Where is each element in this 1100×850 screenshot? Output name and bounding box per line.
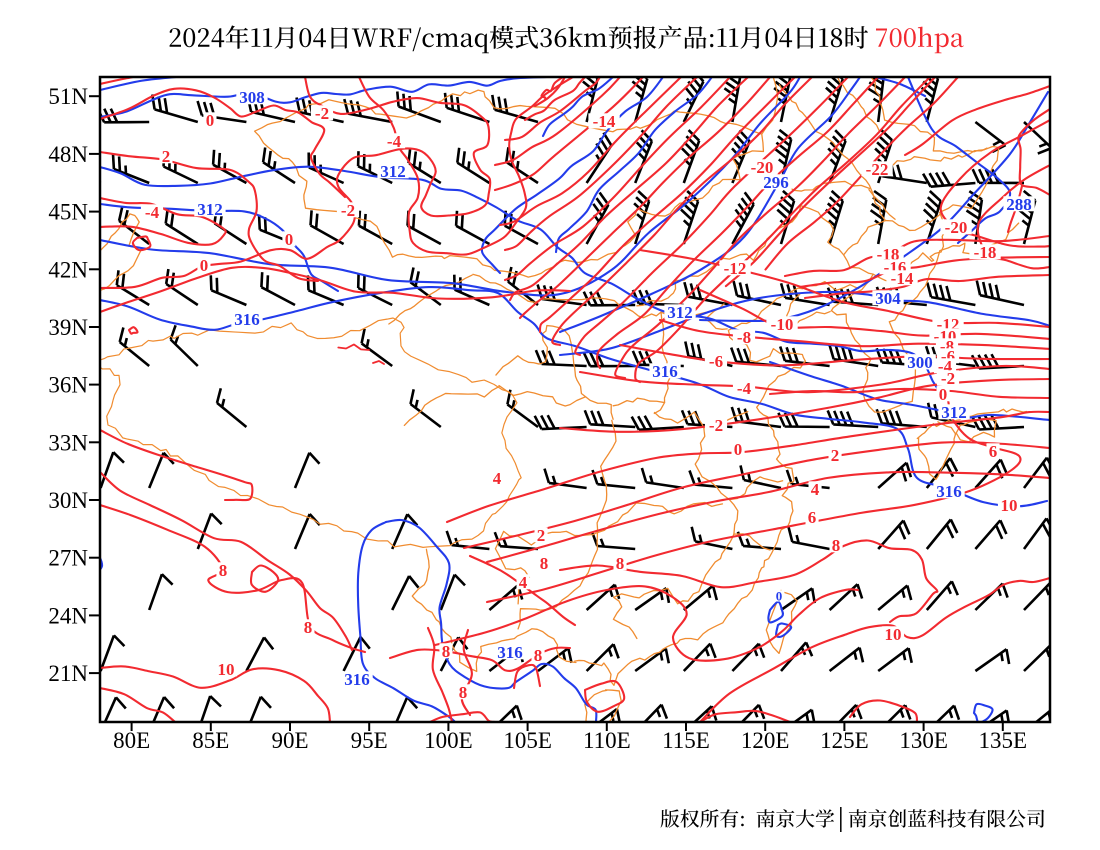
svg-text:85E: 85E	[192, 728, 229, 753]
svg-text:4: 4	[493, 469, 502, 488]
svg-text:120E: 120E	[741, 728, 790, 753]
svg-text:-20: -20	[945, 218, 968, 237]
svg-text:-2: -2	[315, 104, 329, 123]
svg-text:-18: -18	[974, 243, 997, 262]
svg-text:27N: 27N	[48, 546, 88, 571]
svg-text:316: 316	[497, 643, 523, 662]
svg-text:24N: 24N	[48, 603, 88, 628]
svg-text:-4: -4	[387, 132, 402, 151]
svg-text:8: 8	[442, 642, 451, 661]
svg-text:39N: 39N	[48, 315, 88, 340]
svg-text:4: 4	[519, 573, 528, 592]
svg-text:8: 8	[219, 561, 228, 580]
svg-text:0: 0	[776, 588, 783, 603]
svg-text:-10: -10	[771, 315, 794, 334]
svg-text:316: 316	[344, 670, 370, 689]
svg-text:300: 300	[907, 353, 933, 372]
svg-text:-14: -14	[891, 269, 914, 288]
svg-text:-12: -12	[724, 259, 747, 278]
svg-text:4: 4	[811, 480, 820, 499]
svg-text:125E: 125E	[820, 728, 869, 753]
svg-text:316: 316	[936, 482, 962, 501]
svg-text:0: 0	[206, 111, 215, 130]
svg-text:-22: -22	[866, 160, 889, 179]
svg-text:-6: -6	[709, 352, 723, 371]
svg-text:288: 288	[1006, 195, 1032, 214]
svg-text:-2: -2	[341, 201, 355, 220]
svg-text:2: 2	[162, 147, 171, 166]
svg-text:0: 0	[285, 230, 294, 249]
svg-text:296: 296	[763, 173, 789, 192]
svg-text:115E: 115E	[662, 728, 710, 753]
svg-text:-2: -2	[941, 369, 955, 388]
svg-text:36N: 36N	[48, 373, 88, 398]
svg-text:-2: -2	[709, 416, 723, 435]
svg-text:6: 6	[989, 442, 998, 461]
svg-text:312: 312	[941, 403, 967, 422]
svg-text:-4: -4	[737, 379, 752, 398]
svg-text:48N: 48N	[48, 142, 88, 167]
svg-text:2: 2	[831, 446, 840, 465]
svg-text:8: 8	[304, 618, 313, 637]
svg-text:90E: 90E	[271, 728, 308, 753]
svg-text:312: 312	[380, 162, 406, 181]
svg-text:42N: 42N	[48, 257, 88, 282]
svg-text:316: 316	[234, 310, 260, 329]
svg-text:-20: -20	[751, 158, 774, 177]
svg-text:110E: 110E	[583, 728, 631, 753]
svg-text:10: 10	[218, 660, 235, 679]
svg-text:51N: 51N	[48, 84, 88, 109]
svg-text:8: 8	[616, 554, 625, 573]
svg-text:-18: -18	[877, 245, 900, 264]
svg-text:312: 312	[197, 200, 223, 219]
svg-text:10: 10	[1001, 496, 1018, 515]
svg-text:0: 0	[200, 256, 209, 275]
svg-text:21N: 21N	[48, 661, 88, 686]
svg-text:80E: 80E	[113, 728, 150, 753]
svg-text:10: 10	[885, 625, 902, 644]
svg-text:95E: 95E	[351, 728, 388, 753]
svg-text:304: 304	[875, 289, 901, 308]
svg-text:0: 0	[734, 440, 743, 459]
svg-text:-4: -4	[145, 203, 160, 222]
svg-text:6: 6	[808, 508, 817, 527]
svg-text:45N: 45N	[48, 200, 88, 225]
svg-text:0: 0	[939, 385, 948, 404]
svg-text:316: 316	[652, 362, 678, 381]
svg-text:308: 308	[239, 88, 265, 107]
svg-text:-8: -8	[737, 328, 751, 347]
svg-text:8: 8	[540, 554, 549, 573]
svg-text:8: 8	[459, 683, 468, 702]
svg-text:105E: 105E	[503, 728, 552, 753]
svg-text:8: 8	[534, 646, 543, 665]
svg-text:30N: 30N	[48, 488, 88, 513]
svg-text:-14: -14	[593, 112, 616, 131]
svg-text:130E: 130E	[899, 728, 948, 753]
svg-text:2: 2	[537, 526, 546, 545]
svg-text:100E: 100E	[424, 728, 473, 753]
svg-text:312: 312	[667, 303, 693, 322]
svg-text:33N: 33N	[48, 430, 88, 455]
svg-text:8: 8	[832, 536, 841, 555]
svg-text:135E: 135E	[979, 728, 1028, 753]
